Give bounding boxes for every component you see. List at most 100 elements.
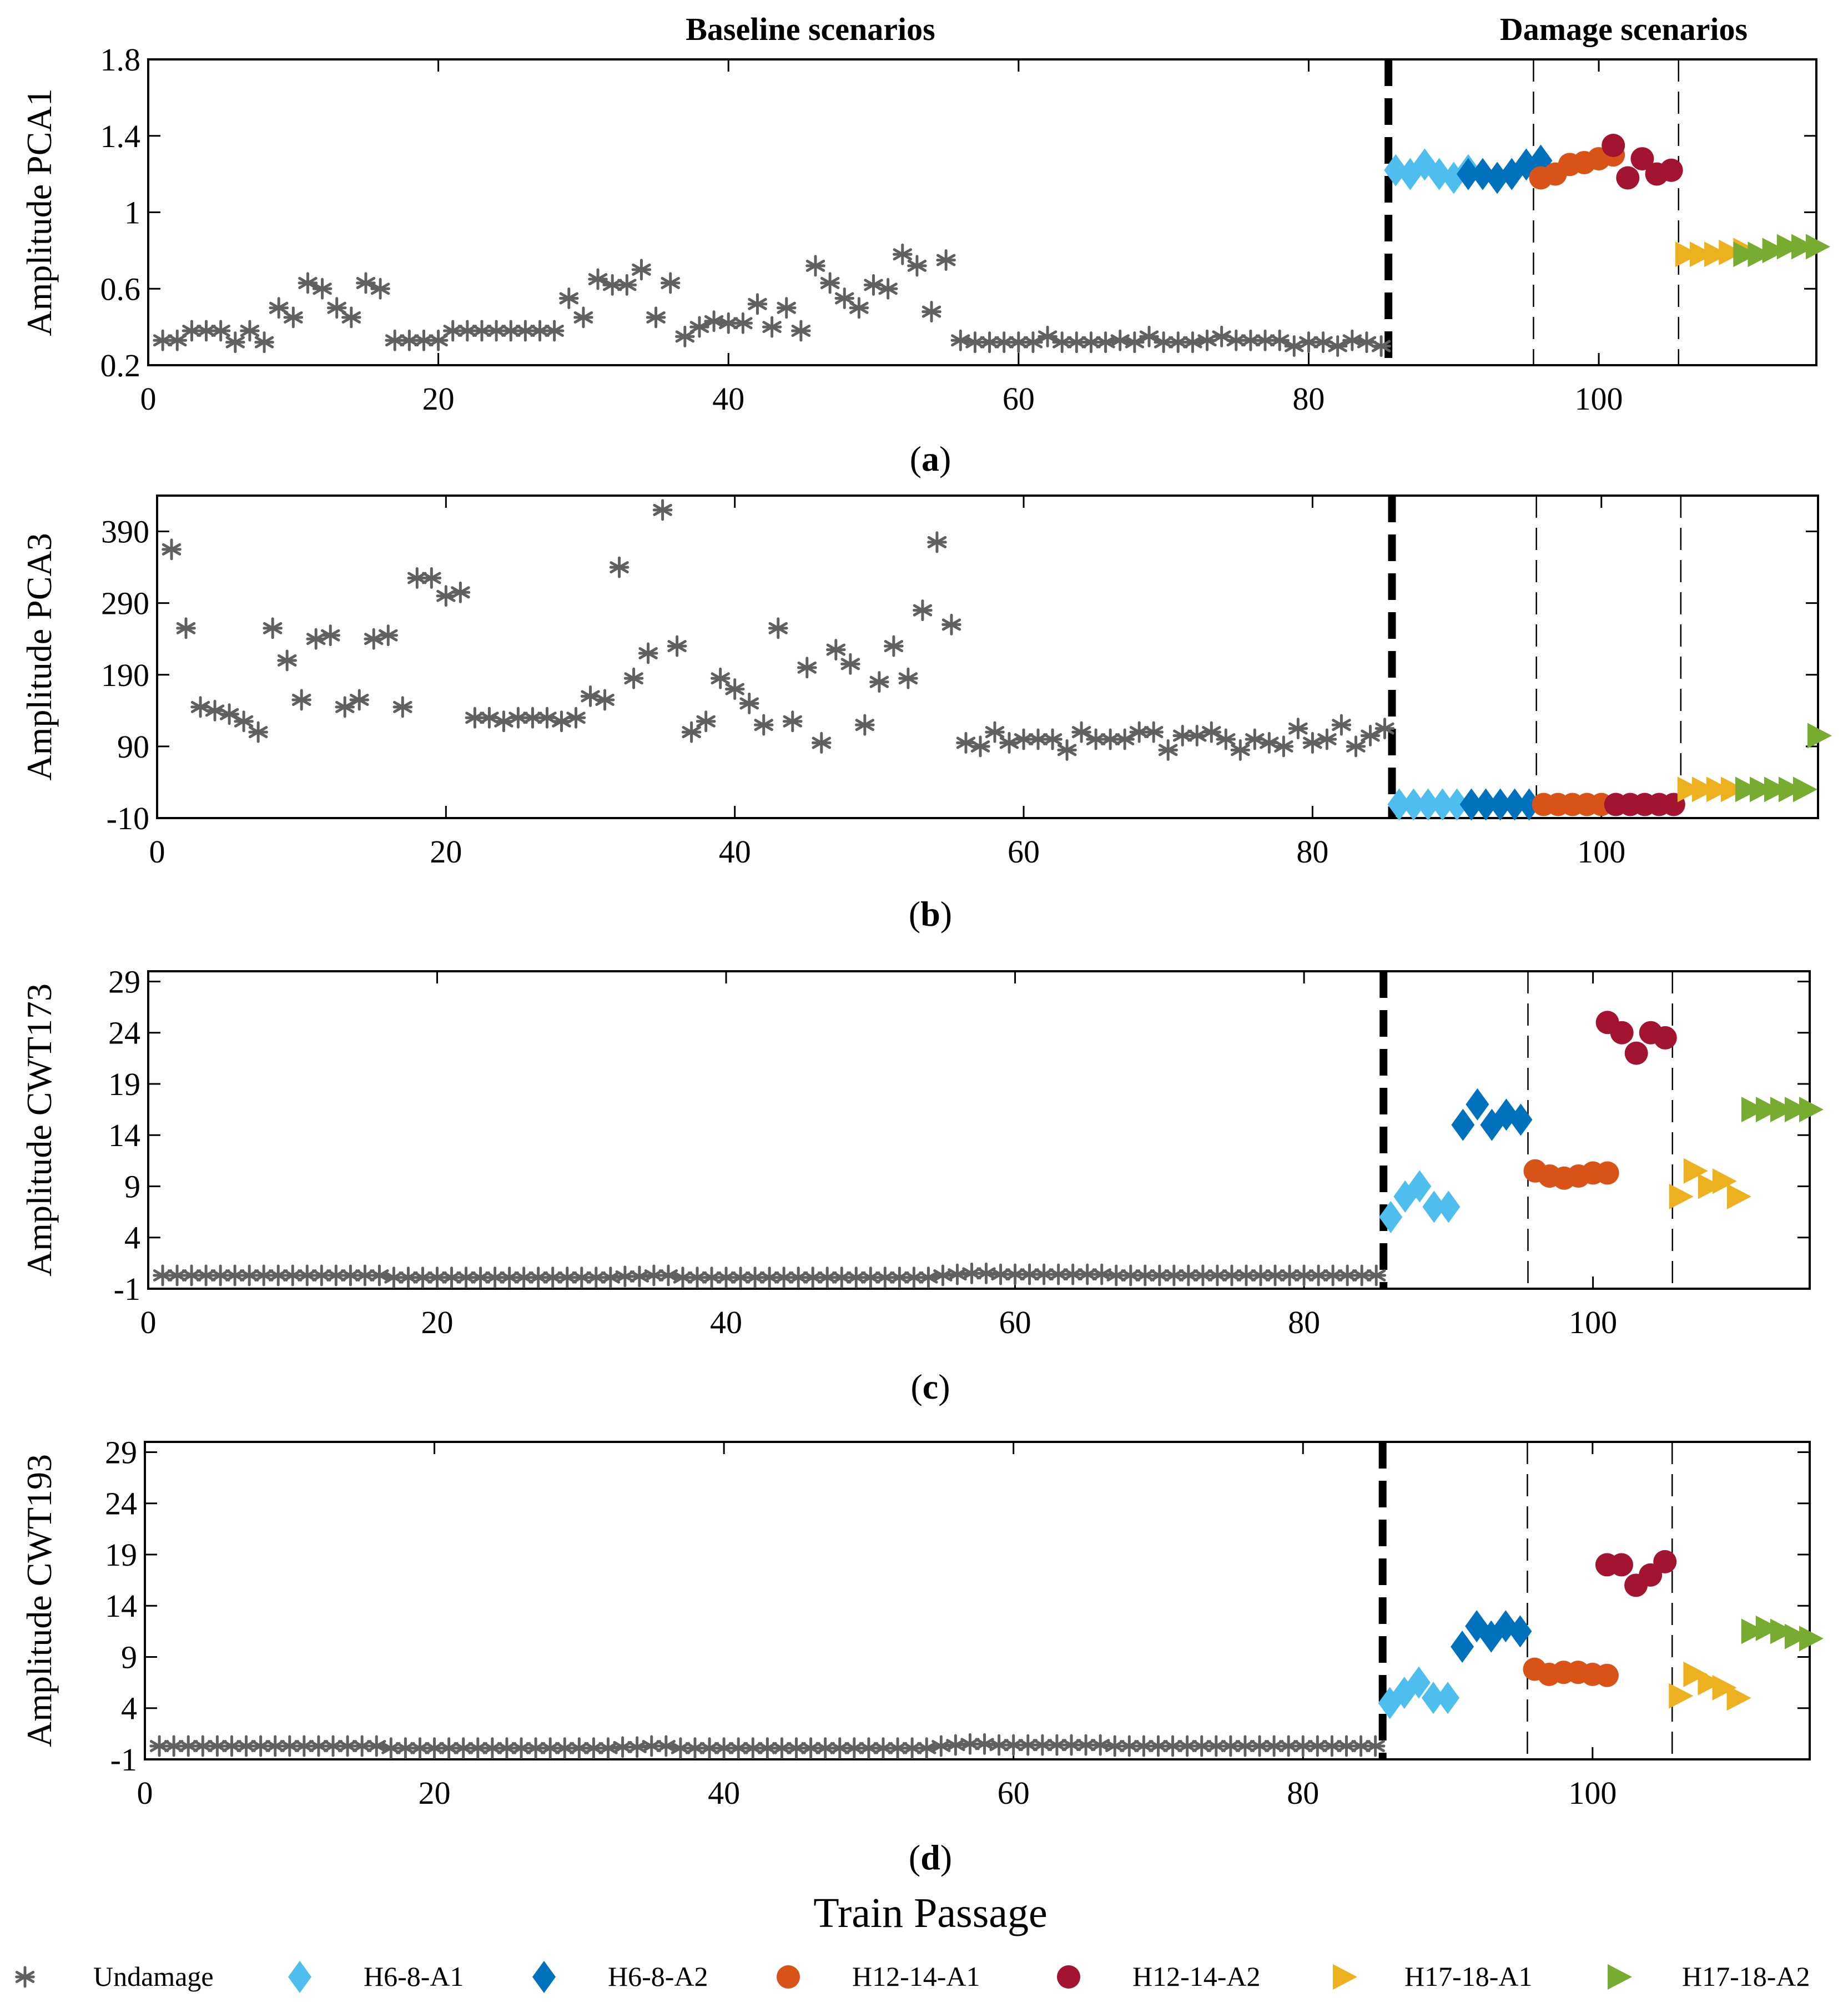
data-point bbox=[1307, 1735, 1328, 1757]
data-point bbox=[898, 667, 918, 689]
data-point bbox=[1226, 329, 1246, 351]
y-tick-label: 1.4 bbox=[100, 118, 141, 154]
data-point bbox=[1488, 788, 1512, 821]
data-point bbox=[849, 297, 869, 319]
legend-label: H17-18-A1 bbox=[1404, 1961, 1533, 1992]
data-point bbox=[1624, 1041, 1648, 1065]
data-point bbox=[1784, 1623, 1809, 1649]
y-tick-label: 1 bbox=[124, 195, 140, 231]
data-point bbox=[1346, 735, 1366, 758]
legend-marker bbox=[15, 1966, 35, 1988]
data-point bbox=[298, 272, 318, 294]
data-point bbox=[834, 287, 855, 309]
data-point bbox=[936, 249, 956, 271]
data-point bbox=[747, 293, 768, 315]
series-h17-18-a1 bbox=[1675, 238, 1758, 268]
data-point bbox=[225, 331, 245, 354]
data-point bbox=[1748, 241, 1773, 268]
data-point bbox=[702, 1267, 722, 1289]
series-h6-8-a1 bbox=[1387, 788, 1469, 821]
data-point bbox=[219, 703, 239, 725]
data-point bbox=[323, 1735, 343, 1757]
panel-caption: (a) bbox=[910, 439, 951, 478]
series-h12-14-a1 bbox=[1523, 1159, 1619, 1190]
data-point bbox=[457, 320, 477, 342]
legend-item: H6-8-A1 bbox=[288, 1961, 464, 1993]
data-point bbox=[1610, 1021, 1634, 1045]
data-point bbox=[1150, 1264, 1170, 1286]
data-point bbox=[1749, 776, 1774, 803]
data-point bbox=[1331, 714, 1352, 736]
data-point bbox=[309, 1735, 329, 1757]
data-point bbox=[1791, 234, 1816, 260]
data-point bbox=[573, 306, 593, 329]
data-point bbox=[1755, 1097, 1780, 1123]
data-point bbox=[320, 624, 341, 647]
x-tick-label: 40 bbox=[719, 834, 751, 870]
data-point bbox=[1706, 776, 1731, 803]
data-point bbox=[1236, 1264, 1256, 1286]
data-point bbox=[812, 731, 832, 754]
series-undamage bbox=[153, 243, 1391, 357]
data-point bbox=[1712, 1674, 1737, 1701]
data-point bbox=[1445, 788, 1469, 821]
data-point bbox=[1741, 1097, 1766, 1123]
data-point bbox=[421, 567, 442, 589]
data-point bbox=[941, 613, 961, 635]
data-point bbox=[922, 301, 941, 323]
data-point bbox=[1595, 1663, 1619, 1687]
data-point bbox=[1018, 1734, 1038, 1756]
data-point bbox=[1436, 1682, 1460, 1714]
panel-caption: (b) bbox=[909, 894, 952, 934]
data-point bbox=[840, 653, 860, 675]
axes-frame bbox=[156, 495, 1819, 819]
data-point bbox=[1602, 133, 1625, 157]
data-point bbox=[522, 707, 543, 729]
series-h17-18-a1 bbox=[1669, 1158, 1751, 1209]
data-point bbox=[544, 320, 565, 342]
data-point bbox=[540, 1737, 560, 1759]
y-tick-label: 29 bbox=[108, 963, 140, 1000]
data-point bbox=[254, 1264, 274, 1286]
data-point bbox=[1216, 728, 1236, 750]
data-point bbox=[1653, 1550, 1677, 1573]
axes-frame bbox=[144, 1441, 1811, 1760]
y-axis-label: Amplitude CWT193 bbox=[19, 1454, 59, 1747]
data-point bbox=[1416, 788, 1440, 821]
y-tick-label: -10 bbox=[107, 800, 149, 836]
data-point bbox=[1595, 1161, 1619, 1185]
data-point bbox=[1451, 1631, 1474, 1663]
legend-label: H6-8-A2 bbox=[608, 1961, 708, 1992]
x-tick-label: 100 bbox=[1569, 1304, 1617, 1340]
data-point bbox=[1179, 1264, 1199, 1286]
data-point bbox=[1762, 238, 1787, 264]
data-point bbox=[269, 297, 289, 319]
data-point bbox=[927, 531, 947, 553]
legend: Undamage H6-8-A1 H6-8-A2 H12-14-A1 H12-14-A2… bbox=[15, 1961, 1810, 1993]
data-point bbox=[427, 1267, 447, 1289]
series-undamage bbox=[149, 1733, 1386, 1759]
data-point bbox=[279, 1735, 300, 1757]
data-point bbox=[1293, 1735, 1313, 1757]
data-point bbox=[283, 306, 304, 329]
data-point bbox=[820, 272, 840, 294]
data-point bbox=[878, 278, 898, 300]
data-point bbox=[1799, 1097, 1824, 1123]
data-point bbox=[675, 325, 695, 347]
legend-label: Undamage bbox=[93, 1961, 214, 1992]
data-point bbox=[1384, 154, 1408, 186]
legend-item: H12-14-A2 bbox=[1057, 1961, 1261, 1992]
data-point bbox=[652, 499, 673, 521]
data-point bbox=[378, 624, 399, 647]
x-tick-label: 20 bbox=[430, 834, 462, 870]
panel-b: 0 20 40 60 80 100 -10 90 190 290 390 Amplitude PCA3… bbox=[19, 495, 1832, 934]
y-tick-label: 19 bbox=[105, 1537, 137, 1573]
data-point bbox=[745, 1267, 765, 1289]
data-point bbox=[1431, 788, 1454, 821]
x-tick-label: 100 bbox=[1575, 381, 1623, 417]
data-point bbox=[164, 1735, 184, 1757]
data-point bbox=[1698, 1669, 1723, 1696]
y-axis-label: Amplitude PCA3 bbox=[19, 533, 59, 780]
data-point bbox=[1778, 776, 1803, 803]
